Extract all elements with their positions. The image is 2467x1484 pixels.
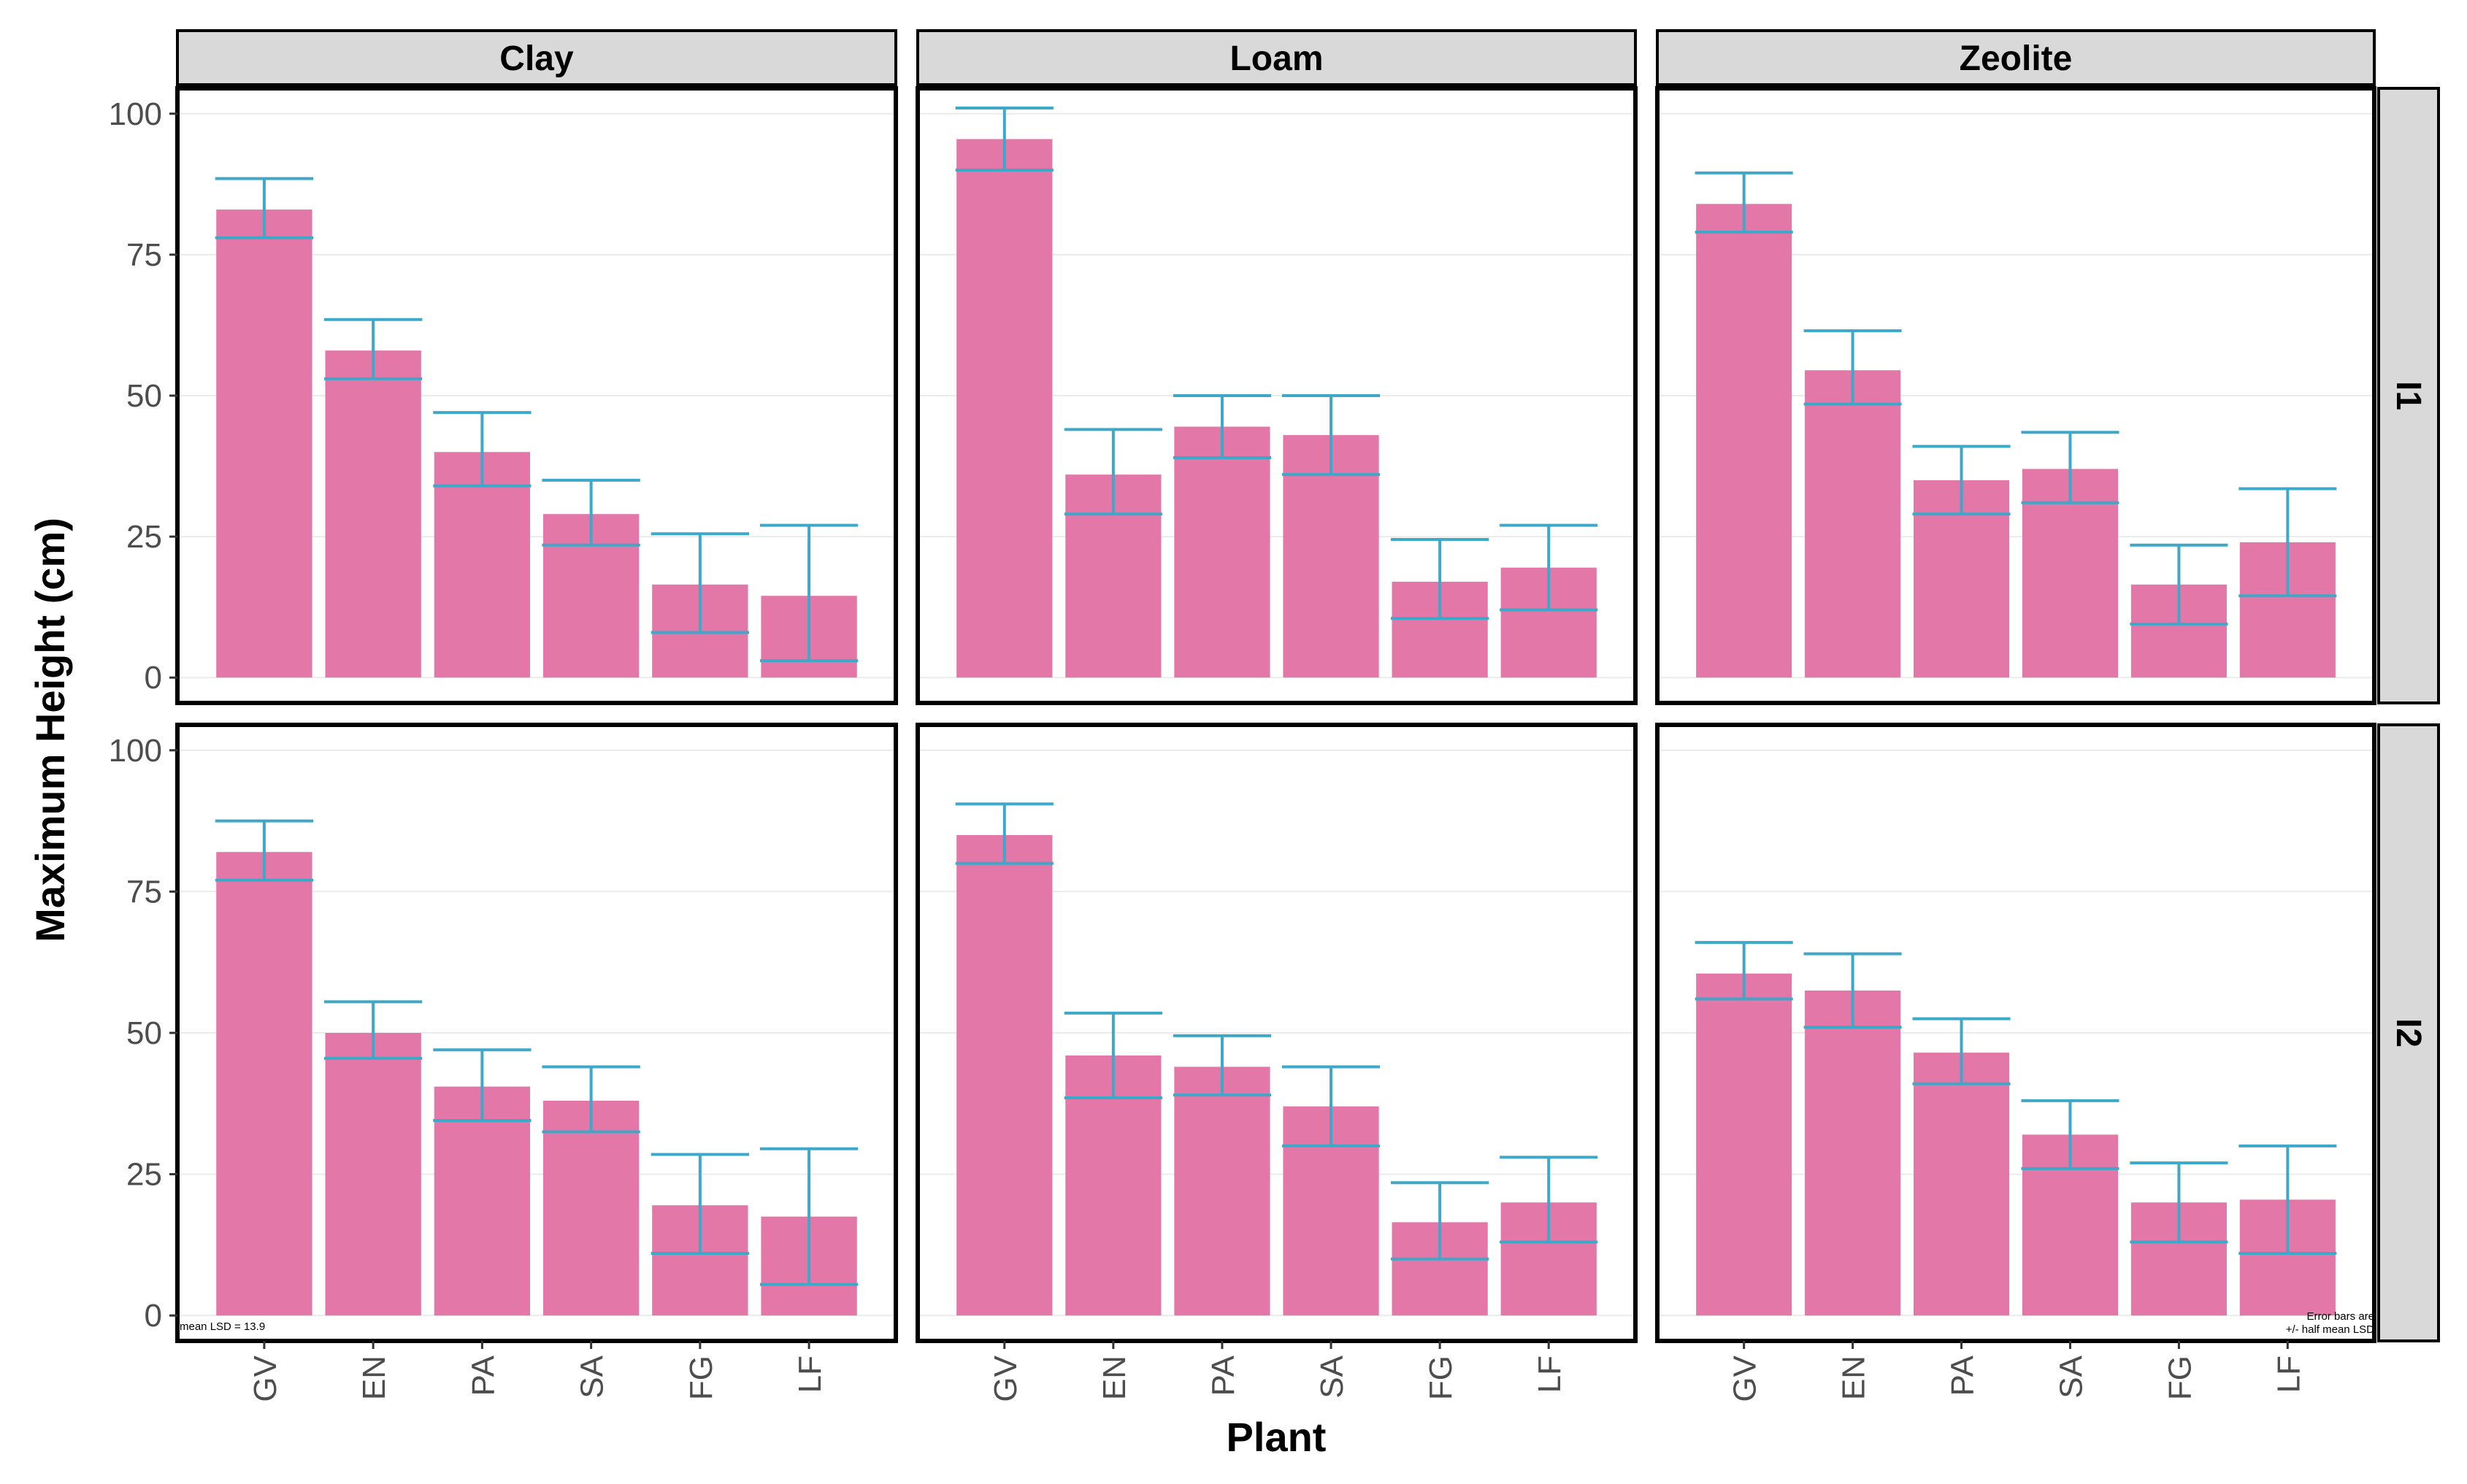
- x-tick-label-fg: FG: [2162, 1356, 2198, 1400]
- x-tick-label-gv: GV: [248, 1355, 283, 1402]
- bar-en: [325, 1033, 421, 1316]
- bar-gv: [216, 852, 312, 1316]
- x-tick-label-lf: LF: [1532, 1356, 1568, 1393]
- facet-label-i2: I2: [2389, 1018, 2428, 1047]
- panel-border: [1655, 86, 2376, 705]
- facet-label-i1: I1: [2389, 381, 2428, 410]
- facet-label-zeolite: Zeolite: [1960, 39, 2073, 78]
- x-tick-label-gv: GV: [988, 1355, 1024, 1402]
- bar-pa: [434, 452, 531, 678]
- y-tick-label: 25: [126, 1157, 162, 1193]
- panel-i1-clay: [175, 86, 898, 705]
- facet-strip-zeolite: [1656, 29, 2376, 86]
- bar-sa: [542, 1100, 640, 1316]
- y-tick-label: 50: [126, 1015, 162, 1051]
- bar-pa: [1913, 1053, 2010, 1316]
- bar-gv: [956, 834, 1053, 1316]
- lsd-note: mean LSD = 13.9: [180, 1320, 265, 1333]
- bar-pa: [1174, 426, 1270, 678]
- y-axis-title: Maximum Height (cm): [27, 518, 73, 942]
- panel-border: [916, 86, 1638, 705]
- panel-i2-loam: [916, 723, 1638, 1343]
- bar-gv: [1696, 204, 1792, 678]
- panel-i2-zeolite: [1655, 723, 2376, 1343]
- facet-strip-clay: [176, 29, 897, 86]
- x-tick-label-sa: SA: [575, 1355, 610, 1398]
- y-tick-label: 75: [126, 237, 162, 273]
- panel-i2-clay: [175, 723, 898, 1343]
- facet-strip-loam: [916, 29, 1637, 86]
- x-tick-label-sa: SA: [1314, 1355, 1350, 1398]
- facet-strip-i1: [2377, 87, 2440, 704]
- panel-i1-zeolite: [1655, 86, 2376, 705]
- facet-label-clay: Clay: [499, 39, 574, 78]
- y-tick-label: 25: [126, 519, 162, 555]
- x-tick-label-en: EN: [1097, 1356, 1132, 1400]
- facet-panels: [175, 86, 2376, 1343]
- y-tick-label: 100: [109, 96, 162, 132]
- y-tick-label: 75: [126, 874, 162, 910]
- x-tick-label-pa: PA: [1945, 1355, 1981, 1396]
- bar-gv: [956, 139, 1053, 678]
- y-tick-label: 50: [126, 378, 162, 414]
- x-tick-label-sa: SA: [2053, 1355, 2089, 1398]
- bar-en: [1805, 990, 1901, 1316]
- bar-pa: [434, 1086, 531, 1316]
- panel-border: [916, 723, 1638, 1343]
- x-tick-label-en: EN: [1836, 1356, 1872, 1400]
- y-tick-label: 0: [145, 660, 162, 696]
- x-tick-label-fg: FG: [1423, 1356, 1459, 1400]
- x-tick-label-pa: PA: [465, 1355, 501, 1396]
- bar-en: [1805, 370, 1901, 678]
- facet-strip-i2: [2377, 723, 2440, 1342]
- panel-border: [1655, 723, 2376, 1343]
- bar-gv: [1696, 973, 1792, 1316]
- axes: 0 25 50 75 100 0 25 50 75 100 GV EN PA SA FG LF GV EN PA SA…: [109, 96, 2307, 1402]
- y-tick-label: 0: [145, 1298, 162, 1334]
- bar-gv: [216, 209, 312, 678]
- bar-pa: [1174, 1066, 1270, 1316]
- x-tick-label-gv: GV: [1727, 1355, 1763, 1402]
- panel-i1-loam: [916, 86, 1638, 705]
- x-axis-title: Plant: [1227, 1414, 1327, 1460]
- error-bar-note-line2: +/- half mean LSD: [2286, 1323, 2374, 1336]
- x-tick-label-lf: LF: [2271, 1356, 2306, 1393]
- facet-strips: Clay Loam Zeolite I1 I2: [176, 29, 2440, 1342]
- error-bar-note-line1: Error bars are: [2306, 1310, 2374, 1323]
- x-tick-label-pa: PA: [1205, 1355, 1241, 1396]
- bar-en: [325, 350, 421, 678]
- y-tick-label: 100: [109, 733, 162, 769]
- x-tick-label-lf: LF: [792, 1356, 828, 1393]
- facet-label-loam: Loam: [1229, 39, 1323, 78]
- x-tick-label-en: EN: [356, 1356, 392, 1400]
- x-tick-label-fg: FG: [683, 1356, 719, 1400]
